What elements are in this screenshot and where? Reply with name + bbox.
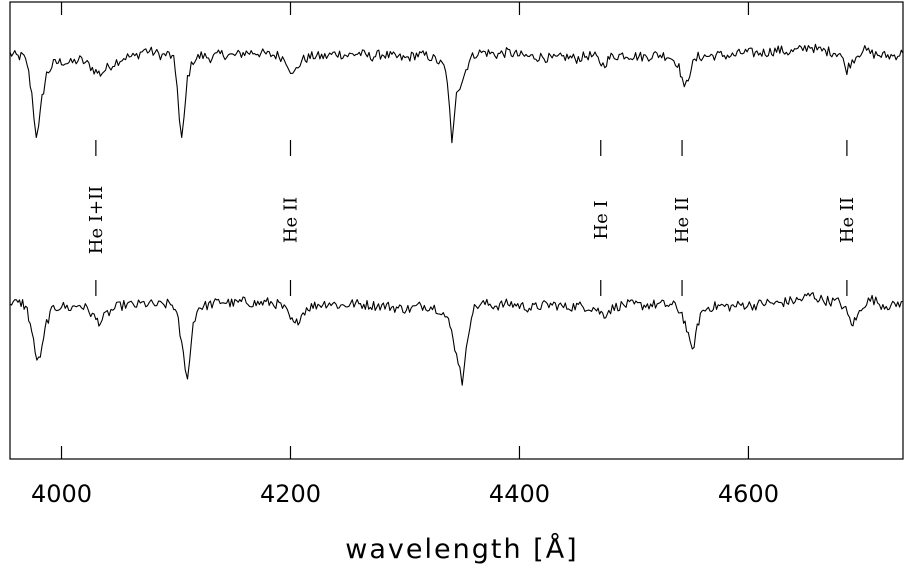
line-id-label: He I+II (86, 186, 107, 254)
spectra (9, 43, 904, 386)
x-tick-label: 4400 (489, 480, 550, 508)
spectrum-line-2 (9, 292, 904, 386)
line-id-label: He II (837, 197, 858, 243)
x-tick-labels: 4000 4200 4400 4600 (31, 480, 779, 508)
line-id-label: He I (591, 200, 612, 239)
x-tick-label: 4200 (260, 480, 321, 508)
line-id-label: He II (280, 197, 301, 243)
line-id-label: He II (672, 197, 693, 243)
x-tick-label: 4600 (718, 480, 779, 508)
line-identifications: He I+II He II He I He II He II (86, 140, 858, 296)
x-ticks (60, 2, 750, 459)
spectrum-line-1 (9, 43, 904, 144)
x-axis-title: wavelength [Å] (345, 533, 578, 565)
plot-frame (9, 1, 904, 460)
x-tick-label: 4000 (31, 480, 92, 508)
